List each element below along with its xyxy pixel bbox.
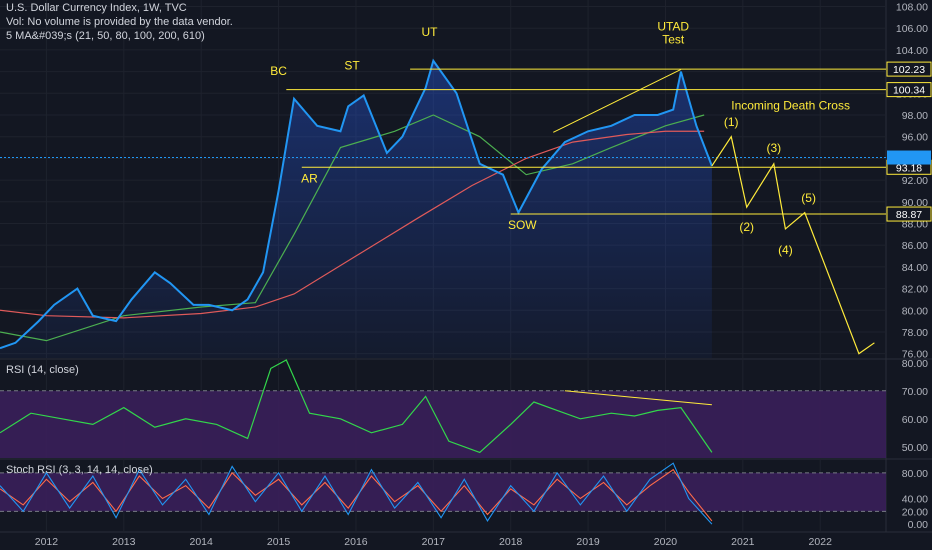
symbol-title[interactable]: U.S. Dollar Currency Index, 1W, TVC — [6, 2, 187, 14]
time-tick-label: 2014 — [190, 536, 214, 548]
rsi-tick-label: 60.00 — [902, 414, 928, 426]
annotation-wave2: (2) — [739, 220, 754, 234]
price-tick-label: 108.00 — [896, 2, 928, 14]
price-tick-label: 92.00 — [902, 175, 928, 187]
time-tick-label: 2019 — [576, 536, 600, 548]
rsi-tick-label: 50.00 — [902, 442, 928, 454]
stoch-tick-label: 0.00 — [908, 519, 929, 531]
price-area-fill — [0, 60, 712, 358]
time-tick-label: 2013 — [112, 536, 136, 548]
stoch-k-line[interactable] — [0, 462, 713, 525]
price-tick-label: 104.00 — [896, 45, 928, 57]
stoch-tick-label: 40.00 — [902, 493, 928, 505]
time-tick-label: 2017 — [422, 536, 446, 548]
price-axis[interactable]: 108.00106.00104.00102.00100.0098.0096.00… — [886, 2, 932, 532]
annotation-wave4: (4) — [778, 243, 793, 257]
price-label-text: 102.23 — [893, 64, 925, 76]
price-label-text: 88.87 — [896, 209, 922, 221]
price-tick-label: 96.00 — [902, 132, 928, 144]
rsi-band — [0, 390, 886, 458]
rsi-pane-title[interactable]: RSI (14, close) — [6, 364, 79, 376]
price-tick-label: 90.00 — [902, 197, 928, 209]
price-label-box — [886, 206, 932, 222]
time-axis[interactable]: 2012 2013 2014 2015 2016 2017 2018 2019 2020 2021… — [35, 536, 832, 548]
annotation-wave1: (1) — [724, 115, 739, 129]
price-label-box — [886, 61, 932, 77]
annotation-test: Test — [662, 32, 685, 46]
current-price-tag — [887, 150, 931, 165]
wave-projection-path[interactable] — [711, 135, 875, 355]
rsi-line[interactable] — [0, 359, 713, 454]
annotation-bc: BC — [270, 64, 287, 78]
time-tick-label: 2015 — [267, 536, 291, 548]
ma-legend[interactable]: 5 MA&#039;s (21, 50, 80, 100, 200, 610) — [6, 30, 205, 42]
price-tick-label: 76.00 — [902, 349, 928, 361]
utad-trendline[interactable] — [553, 68, 682, 133]
annotation-death_cross: Incoming Death Cross — [731, 99, 850, 113]
price-tick-label: 84.00 — [902, 262, 928, 274]
moving-average-line[interactable] — [0, 114, 705, 342]
price-label-text: 93.18 — [896, 162, 922, 174]
annotation-wave3: (3) — [766, 141, 781, 155]
stoch-band — [0, 472, 886, 512]
time-tick-label: 2021 — [731, 536, 755, 548]
price-label-box — [886, 82, 932, 98]
annotation-wave5: (5) — [801, 191, 816, 205]
rsi-tick-label: 80.00 — [902, 358, 928, 370]
time-tick-label: 2018 — [499, 536, 523, 548]
price-tick-label: 98.00 — [902, 110, 928, 122]
price-tick-label: 86.00 — [902, 240, 928, 252]
annotation-ar: AR — [301, 171, 318, 185]
price-line[interactable] — [0, 58, 713, 350]
stoch-tick-label: 80.00 — [902, 468, 928, 480]
time-tick-label: 2020 — [654, 536, 678, 548]
stoch-pane-title[interactable]: Stoch RSI (3, 3, 14, 14, close) — [6, 464, 153, 476]
rsi-tick-label: 70.00 — [902, 386, 928, 398]
price-tick-label: 106.00 — [896, 23, 928, 35]
time-tick-label: 2012 — [35, 536, 59, 548]
annotation-st: ST — [344, 58, 360, 72]
annotation-utad: UTAD — [657, 19, 689, 33]
time-tick-label: 2016 — [344, 536, 368, 548]
annotation-ut: UT — [421, 25, 438, 39]
rsi-divergence-line[interactable] — [564, 390, 712, 406]
stoch-tick-label: 20.00 — [902, 506, 928, 518]
moving-average-line[interactable] — [0, 130, 705, 319]
price-label-text: 100.34 — [893, 85, 925, 97]
price-tick-label: 78.00 — [902, 327, 928, 339]
price-tick-label: 82.00 — [902, 284, 928, 296]
price-tick-label: 80.00 — [902, 305, 928, 317]
stoch-rsi-pane[interactable] — [0, 462, 886, 525]
time-tick-label: 2022 — [809, 536, 833, 548]
rsi-pane[interactable] — [0, 359, 886, 458]
annotation-sow: SOW — [508, 218, 537, 232]
volume-note: Vol: No volume is provided by the data v… — [6, 16, 233, 28]
